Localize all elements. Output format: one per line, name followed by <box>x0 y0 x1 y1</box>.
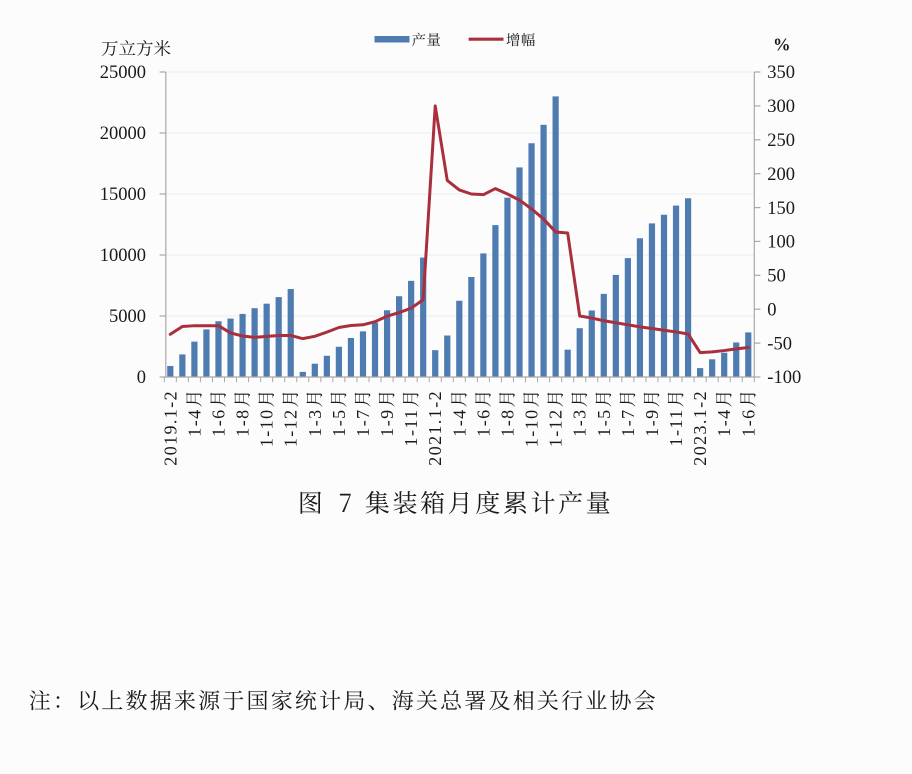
svg-text:1-3: 1-3 <box>570 409 590 437</box>
svg-text:250: 250 <box>767 131 795 151</box>
svg-text:350: 350 <box>767 63 795 83</box>
svg-text:1-10: 1-10 <box>257 409 277 448</box>
svg-text:1-11: 1-11 <box>666 409 686 447</box>
svg-text:1-9: 1-9 <box>377 409 397 437</box>
svg-text:100: 100 <box>767 233 795 253</box>
svg-text:20000: 20000 <box>100 124 146 144</box>
svg-text:1-6: 1-6 <box>738 409 758 437</box>
svg-text:10000: 10000 <box>100 246 146 266</box>
svg-text:1-5: 1-5 <box>594 409 614 437</box>
svg-text:50: 50 <box>767 267 786 287</box>
svg-text:0: 0 <box>137 368 146 388</box>
svg-text:1-12: 1-12 <box>546 409 566 448</box>
svg-text:1-7: 1-7 <box>353 409 373 437</box>
svg-text:1-8: 1-8 <box>233 409 253 437</box>
svg-text:1-11: 1-11 <box>401 409 421 447</box>
svg-text:1-4: 1-4 <box>714 409 734 437</box>
svg-text:2023.1-2: 2023.1-2 <box>690 390 710 466</box>
svg-text:1-8: 1-8 <box>497 409 517 437</box>
svg-text:-100: -100 <box>767 368 801 388</box>
svg-text:1-6: 1-6 <box>473 409 493 437</box>
svg-text:25000: 25000 <box>100 63 146 83</box>
svg-text:2019.1-2: 2019.1-2 <box>160 390 180 466</box>
svg-text:-50: -50 <box>767 334 792 354</box>
svg-text:200: 200 <box>767 165 795 185</box>
svg-text:1-12: 1-12 <box>281 409 301 448</box>
svg-text:5000: 5000 <box>109 307 146 327</box>
svg-text:2021.1-2: 2021.1-2 <box>425 390 445 466</box>
svg-text:1-3: 1-3 <box>305 409 325 437</box>
svg-text:1-9: 1-9 <box>642 409 662 437</box>
svg-text:150: 150 <box>767 199 795 219</box>
svg-text:0: 0 <box>767 300 776 320</box>
svg-text:1-4: 1-4 <box>449 409 469 437</box>
svg-text:1-6: 1-6 <box>208 409 228 437</box>
svg-text:1-10: 1-10 <box>522 409 542 448</box>
svg-text:%: % <box>773 34 791 54</box>
svg-text:1-7: 1-7 <box>618 409 638 437</box>
svg-text:1-4: 1-4 <box>184 409 204 437</box>
svg-text:300: 300 <box>767 97 795 117</box>
svg-text:1-5: 1-5 <box>329 409 349 437</box>
svg-text:15000: 15000 <box>100 185 146 205</box>
